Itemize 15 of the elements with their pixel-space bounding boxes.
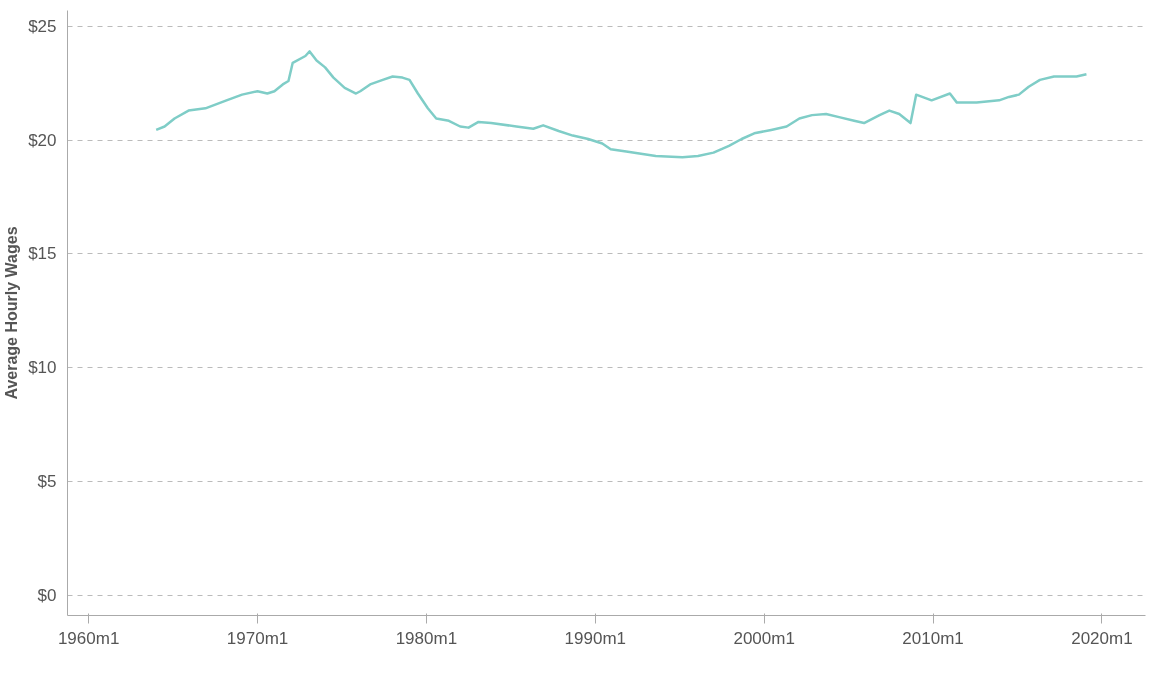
- x-tick-label: 2010m1: [902, 628, 964, 648]
- y-tick-label: $20: [28, 130, 57, 150]
- x-tick-label: 1970m1: [226, 628, 289, 648]
- y-tick-label: $0: [37, 585, 57, 605]
- x-tick-label: 1980m1: [395, 628, 458, 648]
- y-tick-label: $25: [28, 16, 57, 36]
- y-tick-label: $15: [28, 244, 57, 264]
- y-tick-label: $10: [28, 358, 57, 378]
- line-series: [154, 50, 1088, 159]
- y-tick-label: $5: [37, 471, 57, 491]
- y-axis-title: Average Hourly Wages: [3, 226, 21, 400]
- x-tick-label: 2000m1: [733, 628, 795, 648]
- x-tick-label: 2020m1: [1071, 628, 1133, 648]
- x-tick-label: 1990m1: [564, 628, 627, 648]
- x-tick-label: 1960m1: [57, 628, 120, 648]
